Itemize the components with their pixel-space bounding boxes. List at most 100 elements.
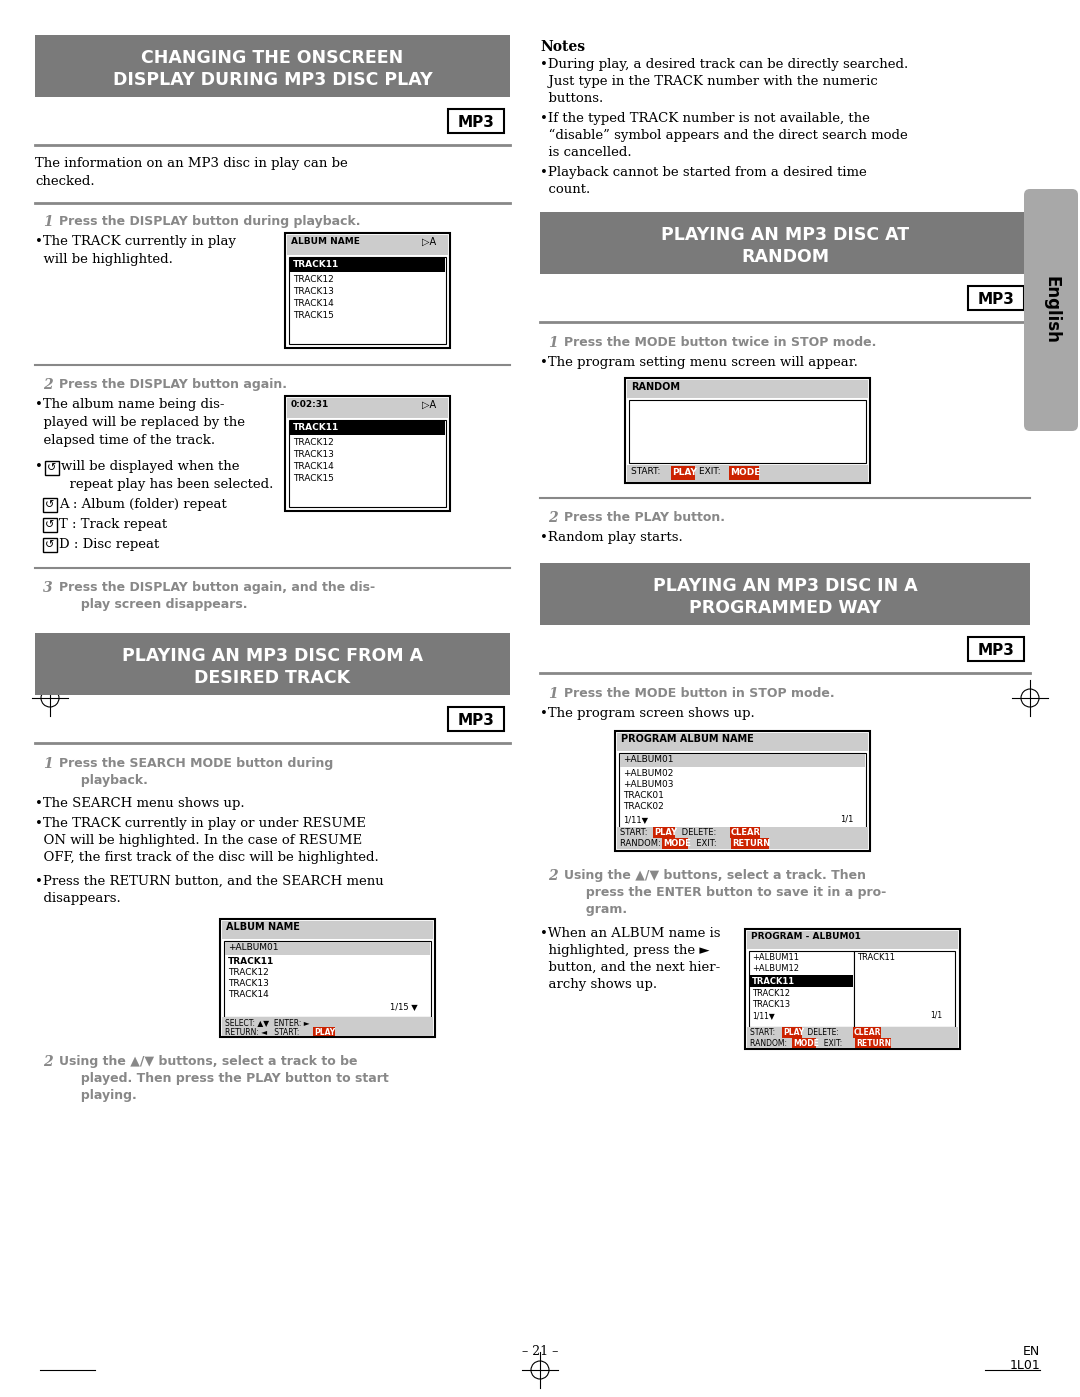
Text: TRACK13: TRACK13 bbox=[752, 1000, 791, 1009]
Text: TRACK12: TRACK12 bbox=[293, 275, 334, 284]
Bar bbox=[448, 707, 504, 731]
Text: Press the DISPLAY button again, and the dis-
     play screen disappears.: Press the DISPLAY button again, and the … bbox=[59, 581, 375, 610]
Text: TRACK15: TRACK15 bbox=[293, 474, 334, 483]
Text: •If the typed TRACK number is not available, the
  “disable” symbol appears and : •If the typed TRACK number is not availa… bbox=[540, 112, 908, 159]
Bar bbox=[747, 1027, 958, 1038]
Text: Using the ▲/▼ buttons, select a track. Then
     press the ENTER button to save : Using the ▲/▼ buttons, select a track. T… bbox=[564, 869, 887, 916]
Bar bbox=[285, 395, 450, 511]
Text: +ALBUM02: +ALBUM02 bbox=[623, 768, 673, 778]
Text: •Press the RETURN button, and the SEARCH menu
  disappears.: •Press the RETURN button, and the SEARCH… bbox=[35, 875, 383, 905]
Text: 1: 1 bbox=[548, 687, 557, 701]
Bar bbox=[750, 975, 853, 988]
Bar bbox=[224, 942, 431, 1017]
Text: CHANGING THE ONSCREEN: CHANGING THE ONSCREEN bbox=[141, 49, 404, 67]
Text: MODE: MODE bbox=[730, 468, 760, 476]
Text: •The TRACK currently in play or under RESUME
  ON will be highlighted. In the ca: •The TRACK currently in play or under RE… bbox=[35, 817, 379, 863]
Text: CLEAR: CLEAR bbox=[854, 1028, 881, 1037]
Text: TRACK02: TRACK02 bbox=[623, 802, 664, 812]
Bar bbox=[540, 563, 1030, 624]
Bar bbox=[43, 518, 57, 532]
Text: CLEAR: CLEAR bbox=[731, 828, 761, 837]
Text: 1: 1 bbox=[43, 215, 53, 229]
Text: MP3: MP3 bbox=[977, 292, 1014, 307]
Text: •The SEARCH menu shows up.: •The SEARCH menu shows up. bbox=[35, 798, 245, 810]
Bar bbox=[313, 1027, 335, 1037]
Bar bbox=[619, 753, 866, 828]
Text: Press the DISPLAY button again.: Press the DISPLAY button again. bbox=[59, 379, 287, 391]
Text: TRACK11: TRACK11 bbox=[293, 260, 339, 270]
Text: EXIT:: EXIT: bbox=[699, 467, 724, 476]
Bar bbox=[222, 1027, 433, 1037]
Text: TRACK11: TRACK11 bbox=[752, 977, 795, 986]
Text: T : Track repeat: T : Track repeat bbox=[59, 518, 167, 531]
Text: PLAYING AN MP3 DISC FROM A: PLAYING AN MP3 DISC FROM A bbox=[122, 647, 423, 665]
Text: Press the MODE button in STOP mode.: Press the MODE button in STOP mode. bbox=[564, 687, 835, 700]
Text: – 21 –: – 21 – bbox=[522, 1345, 558, 1358]
Text: 0:02:31: 0:02:31 bbox=[291, 400, 329, 409]
Text: •During play, a desired track can be directly searched.
  Just type in the TRACK: •During play, a desired track can be dir… bbox=[540, 59, 908, 105]
Bar bbox=[730, 827, 760, 838]
Text: RANDOM:: RANDOM: bbox=[620, 840, 663, 848]
Text: •The album name being dis-
  played will be replaced by the
  elapsed time of th: •The album name being dis- played will b… bbox=[35, 398, 245, 447]
Bar bbox=[750, 951, 854, 1027]
Text: PLAY: PLAY bbox=[314, 1028, 335, 1037]
Bar bbox=[627, 465, 868, 482]
Text: D : Disc repeat: D : Disc repeat bbox=[59, 538, 159, 550]
Text: MODE: MODE bbox=[793, 1039, 819, 1048]
Text: +ALBUM03: +ALBUM03 bbox=[623, 780, 674, 789]
Text: •: • bbox=[35, 460, 43, 474]
Text: Press the PLAY button.: Press the PLAY button. bbox=[564, 511, 725, 524]
Bar bbox=[617, 733, 868, 752]
Bar bbox=[745, 929, 960, 1049]
Text: +ALBUM12: +ALBUM12 bbox=[752, 964, 799, 972]
Text: DISPLAY DURING MP3 DISC PLAY: DISPLAY DURING MP3 DISC PLAY bbox=[112, 71, 432, 89]
Text: TRACK12: TRACK12 bbox=[752, 989, 789, 997]
Text: TRACK13: TRACK13 bbox=[293, 286, 334, 296]
Bar bbox=[854, 951, 955, 1027]
Text: PLAYING AN MP3 DISC AT: PLAYING AN MP3 DISC AT bbox=[661, 226, 909, 244]
Text: 3: 3 bbox=[43, 581, 53, 595]
Bar bbox=[287, 235, 448, 256]
Text: TRACK11: TRACK11 bbox=[293, 423, 339, 432]
Bar bbox=[853, 1027, 881, 1038]
Text: ↺: ↺ bbox=[48, 462, 56, 474]
Text: •Random play starts.: •Random play starts. bbox=[540, 531, 683, 543]
Text: 1: 1 bbox=[548, 337, 557, 351]
Text: 2: 2 bbox=[548, 511, 557, 525]
Bar bbox=[617, 827, 868, 838]
Text: RANDOM: RANDOM bbox=[631, 381, 680, 393]
Bar bbox=[625, 379, 870, 483]
Bar bbox=[615, 731, 870, 851]
Text: START:: START: bbox=[750, 1028, 778, 1037]
Bar bbox=[662, 838, 688, 849]
Text: PROGRAM ALBUM NAME: PROGRAM ALBUM NAME bbox=[621, 733, 754, 745]
Text: A : Album (folder) repeat: A : Album (folder) repeat bbox=[59, 497, 227, 511]
Bar bbox=[291, 258, 445, 272]
Bar bbox=[627, 380, 868, 398]
Text: Press the MODE button twice in STOP mode.: Press the MODE button twice in STOP mode… bbox=[564, 337, 876, 349]
Text: DELETE:: DELETE: bbox=[805, 1028, 841, 1037]
Bar bbox=[968, 286, 1024, 310]
Text: PLAYING AN MP3 DISC IN A: PLAYING AN MP3 DISC IN A bbox=[652, 577, 917, 595]
Text: RETURN: RETURN bbox=[732, 840, 770, 848]
Bar bbox=[35, 633, 510, 694]
Bar bbox=[289, 420, 446, 507]
FancyBboxPatch shape bbox=[1024, 189, 1078, 432]
Bar bbox=[729, 467, 759, 481]
Text: +ALBUM11: +ALBUM11 bbox=[752, 953, 799, 963]
Text: MP3: MP3 bbox=[977, 643, 1014, 658]
Text: SELECT: ▲▼  ENTER: ►: SELECT: ▲▼ ENTER: ► bbox=[225, 1018, 310, 1027]
Bar bbox=[671, 467, 696, 481]
Text: English: English bbox=[1042, 277, 1059, 344]
Bar bbox=[792, 1038, 816, 1048]
Text: RANDOM: RANDOM bbox=[741, 249, 829, 265]
Text: TRACK12: TRACK12 bbox=[228, 968, 269, 977]
Bar bbox=[968, 637, 1024, 661]
Bar bbox=[45, 461, 59, 475]
Bar bbox=[220, 919, 435, 1037]
Text: MP3: MP3 bbox=[458, 712, 495, 728]
Text: •When an ALBUM name is
  highlighted, press the ►
  button, and the next hier-
 : •When an ALBUM name is highlighted, pres… bbox=[540, 928, 720, 990]
Text: 1/11▼: 1/11▼ bbox=[623, 814, 648, 824]
Text: DELETE:: DELETE: bbox=[679, 828, 719, 837]
Text: The information on an MP3 disc in play can be
checked.: The information on an MP3 disc in play c… bbox=[35, 156, 348, 189]
